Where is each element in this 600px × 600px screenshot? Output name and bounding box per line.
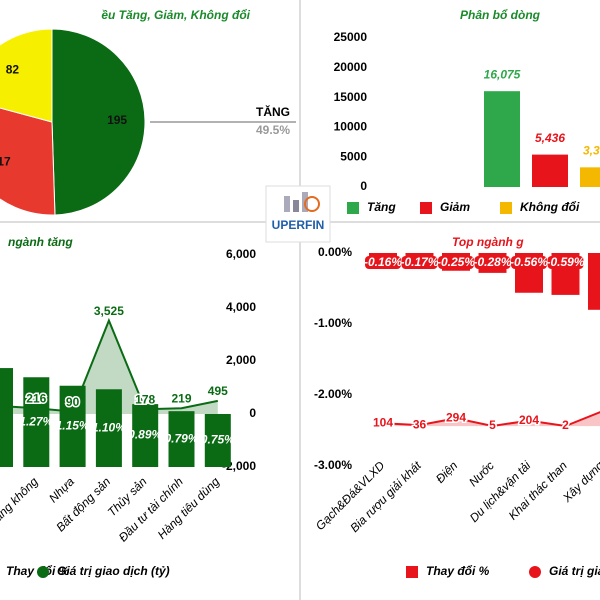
legend-label: Không đổi (520, 200, 580, 214)
y2-tick-label: 6,000 (226, 247, 256, 261)
y-tick-label: -2.00% (314, 387, 352, 401)
legend-swatch (406, 566, 418, 578)
pie-slice (51, 28, 146, 216)
bar (59, 385, 86, 467)
callout-value: 49.5% (256, 123, 290, 137)
line-label: 219 (171, 391, 191, 405)
line-label: 3,525 (94, 304, 124, 318)
line-label: 204 (519, 413, 539, 427)
y-tick-label: 0.00% (318, 245, 352, 259)
callout-label: TĂNG (256, 104, 290, 119)
bar (168, 411, 195, 467)
bar (204, 414, 231, 467)
line-label: 36 (413, 417, 427, 431)
logo-icon (293, 200, 299, 212)
value-label-bg (401, 256, 438, 269)
value-label-bg (438, 256, 474, 269)
line-label: 495 (208, 384, 228, 398)
legend-swatch (347, 202, 359, 214)
y2-tick-label: 4,000 (226, 300, 256, 314)
value-label: -0.16% (364, 255, 402, 269)
legend-label: Thay đổi % (426, 564, 490, 578)
value-label: -0.28% (473, 255, 511, 269)
value-label: 0.79% (164, 431, 198, 445)
line-label: 90 (66, 395, 80, 409)
slice-label: 82 (6, 62, 20, 76)
value-label-bg (511, 256, 547, 269)
value-label: 0.89% (128, 428, 162, 442)
bar (588, 253, 600, 310)
legend-swatch (500, 202, 512, 214)
logo-text: UPERFIN (272, 218, 325, 232)
line (382, 411, 600, 428)
y2-tick-label: 2,000 (226, 353, 256, 367)
y-tick-label: 15000 (334, 90, 368, 104)
bar (132, 404, 159, 467)
y-tick-label: -1.00% (314, 316, 352, 330)
value-label: 3,300 (583, 144, 600, 158)
value-label: 16,075 (484, 67, 521, 81)
y-tick-label: 10000 (334, 120, 368, 134)
line-label: 216 (26, 391, 46, 405)
value-label: 1.10% (92, 420, 126, 434)
bar (0, 368, 13, 467)
legend-label: Tăng (367, 200, 396, 214)
y-tick-label: 25000 (334, 30, 368, 44)
logo-icon (284, 196, 290, 212)
value-label: -0.25% (437, 255, 475, 269)
logo-icon (304, 196, 320, 212)
value-label: 1.27% (19, 414, 53, 428)
value-label: -0.56% (510, 255, 548, 269)
chart-title: Phân bổ dòng (460, 8, 541, 22)
line-label: 2 (562, 418, 569, 432)
legend-swatch (529, 566, 541, 578)
bar (580, 167, 600, 187)
bar (532, 154, 568, 187)
value-label: 1.15% (56, 419, 90, 433)
bar (95, 389, 122, 467)
y-tick-label: 20000 (334, 60, 368, 74)
legend-label: Giảm (440, 200, 470, 214)
value-label: -0.17% (400, 255, 438, 269)
slice-label: 117 (0, 155, 11, 169)
y-tick-label: -3.00% (314, 458, 352, 472)
pie-slice (0, 28, 53, 123)
line (0, 317, 218, 413)
bar (23, 377, 50, 467)
legend-swatch (420, 202, 432, 214)
y-tick-label: 0 (360, 179, 367, 193)
chart-title: ều Tăng, Giảm, Không đổi (101, 8, 250, 22)
value-label-bg (547, 256, 584, 269)
line-label: 178 (135, 392, 155, 406)
bar (484, 91, 520, 187)
pie-slice (0, 107, 56, 216)
line-label: 294 (446, 410, 466, 424)
legend-label: Giá trị giao dịch (tỷ) (549, 564, 600, 578)
value-label-bg (365, 256, 401, 269)
legend-swatch (37, 566, 49, 578)
line-label: 5 (489, 418, 496, 432)
y2-tick-label: 0 (249, 406, 256, 420)
value-label-bg (474, 256, 511, 269)
slice-label: 195 (107, 113, 127, 127)
value-label: 5,436 (535, 131, 565, 145)
chart-title: Top ngành g (452, 235, 524, 249)
value-label: 0.75% (201, 433, 235, 447)
chart-title: ngành tăng (8, 235, 73, 249)
legend-label: Giá trị giao dịch (tỷ) (57, 564, 170, 578)
value-label: -0.59% (546, 255, 584, 269)
y-tick-label: 5000 (340, 149, 367, 163)
logo-box (265, 185, 331, 243)
line-label: 104 (373, 415, 393, 429)
line-area (0, 320, 218, 414)
